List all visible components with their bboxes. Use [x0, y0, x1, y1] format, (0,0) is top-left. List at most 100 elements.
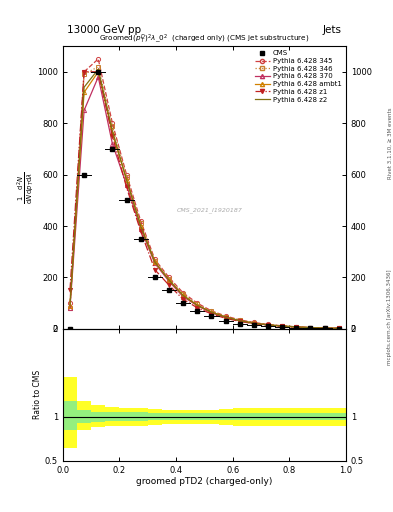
Pythia 6.428 346	[68, 305, 72, 311]
Pythia 6.428 z2	[223, 314, 228, 320]
Pythia 6.428 370	[68, 305, 72, 311]
Y-axis label: Ratio to CMS: Ratio to CMS	[33, 370, 42, 419]
Pythia 6.428 346	[252, 320, 256, 326]
Pythia 6.428 z1	[138, 228, 143, 234]
Line: Pythia 6.428 345: Pythia 6.428 345	[68, 57, 341, 330]
Pythia 6.428 z1	[209, 311, 214, 317]
Pythia 6.428 z1	[266, 322, 270, 328]
Pythia 6.428 346	[181, 291, 185, 297]
Pythia 6.428 370	[152, 260, 157, 266]
Pythia 6.428 z2	[96, 66, 101, 72]
Pythia 6.428 346	[336, 325, 341, 331]
Pythia 6.428 345	[308, 325, 313, 331]
Pythia 6.428 345	[68, 300, 72, 306]
Pythia 6.428 345	[223, 313, 228, 319]
Pythia 6.428 z2	[308, 325, 313, 331]
Text: Rivet 3.1.10, ≥ 3M events: Rivet 3.1.10, ≥ 3M events	[387, 108, 392, 179]
Pythia 6.428 346	[322, 325, 327, 331]
Pythia 6.428 346	[308, 325, 313, 331]
Pythia 6.428 ambt1	[68, 303, 72, 309]
Line: Pythia 6.428 346: Pythia 6.428 346	[68, 65, 341, 330]
Pythia 6.428 z2	[336, 325, 341, 331]
Line: Pythia 6.428 ambt1: Pythia 6.428 ambt1	[68, 70, 341, 330]
Pythia 6.428 z1	[223, 315, 228, 322]
Pythia 6.428 346	[237, 317, 242, 324]
Pythia 6.428 ambt1	[322, 325, 327, 331]
Pythia 6.428 370	[209, 310, 214, 316]
Pythia 6.428 370	[82, 108, 86, 114]
CMS	[209, 313, 214, 319]
Pythia 6.428 ambt1	[138, 223, 143, 229]
Pythia 6.428 345	[195, 300, 200, 306]
Pythia 6.428 370	[195, 303, 200, 309]
Pythia 6.428 ambt1	[110, 131, 115, 137]
Pythia 6.428 z2	[209, 309, 214, 315]
Pythia 6.428 346	[82, 71, 86, 77]
Pythia 6.428 z2	[181, 292, 185, 298]
Text: mcplots.cern.ch [arXiv:1306.3436]: mcplots.cern.ch [arXiv:1306.3436]	[387, 270, 392, 365]
Pythia 6.428 ambt1	[308, 325, 313, 331]
Pythia 6.428 346	[209, 308, 214, 314]
Pythia 6.428 z1	[336, 325, 341, 331]
Pythia 6.428 346	[167, 275, 171, 282]
Pythia 6.428 z1	[294, 324, 299, 330]
Pythia 6.428 370	[336, 325, 341, 331]
Pythia 6.428 345	[322, 325, 327, 331]
Pythia 6.428 345	[252, 319, 256, 326]
Pythia 6.428 345	[96, 56, 101, 62]
Pythia 6.428 z2	[152, 259, 157, 265]
Pythia 6.428 z1	[252, 321, 256, 327]
CMS	[124, 197, 129, 203]
Pythia 6.428 346	[266, 322, 270, 328]
Text: Jets: Jets	[323, 25, 342, 35]
Pythia 6.428 z2	[237, 317, 242, 324]
Pythia 6.428 z1	[152, 267, 157, 273]
Pythia 6.428 346	[280, 323, 285, 329]
Pythia 6.428 370	[280, 323, 285, 329]
Pythia 6.428 346	[223, 313, 228, 319]
Pythia 6.428 370	[138, 225, 143, 231]
Pythia 6.428 ambt1	[96, 69, 101, 75]
CMS	[237, 321, 242, 327]
CMS	[152, 274, 157, 281]
CMS	[294, 325, 299, 331]
Pythia 6.428 ambt1	[336, 325, 341, 331]
Pythia 6.428 ambt1	[294, 324, 299, 330]
CMS	[110, 146, 115, 152]
Pythia 6.428 z2	[68, 303, 72, 309]
Text: 13000 GeV pp: 13000 GeV pp	[67, 25, 141, 35]
Pythia 6.428 z1	[110, 133, 115, 139]
Pythia 6.428 370	[124, 182, 129, 188]
Pythia 6.428 z2	[82, 84, 86, 90]
CMS	[280, 324, 285, 330]
Y-axis label: $\frac{1}{\mathrm{d}N}\frac{\mathrm{d}^2N}{\mathrm{d}p_T\mathrm{d}\lambda}$: $\frac{1}{\mathrm{d}N}\frac{\mathrm{d}^2…	[15, 171, 36, 204]
Pythia 6.428 ambt1	[266, 322, 270, 328]
Line: Pythia 6.428 z1: Pythia 6.428 z1	[68, 70, 341, 330]
CMS	[82, 172, 86, 178]
Pythia 6.428 346	[195, 302, 200, 308]
Pythia 6.428 345	[280, 323, 285, 329]
Pythia 6.428 346	[138, 220, 143, 226]
Pythia 6.428 z2	[138, 223, 143, 229]
Pythia 6.428 z1	[181, 296, 185, 303]
Text: CMS_2021_I1920187: CMS_2021_I1920187	[177, 207, 243, 213]
Pythia 6.428 345	[124, 172, 129, 178]
CMS	[266, 323, 270, 329]
Pythia 6.428 345	[294, 324, 299, 330]
Pythia 6.428 z2	[280, 323, 285, 329]
Pythia 6.428 z2	[167, 277, 171, 283]
Pythia 6.428 345	[237, 317, 242, 323]
Pythia 6.428 ambt1	[252, 320, 256, 326]
Line: CMS: CMS	[68, 69, 341, 331]
Pythia 6.428 z1	[195, 305, 200, 311]
Pythia 6.428 346	[110, 123, 115, 129]
Pythia 6.428 345	[138, 218, 143, 224]
Pythia 6.428 z2	[322, 325, 327, 331]
Pythia 6.428 z2	[195, 302, 200, 308]
Pythia 6.428 ambt1	[152, 259, 157, 265]
Pythia 6.428 ambt1	[124, 177, 129, 183]
Pythia 6.428 345	[209, 308, 214, 314]
Pythia 6.428 z2	[252, 320, 256, 326]
Pythia 6.428 370	[322, 325, 327, 331]
Pythia 6.428 346	[294, 324, 299, 330]
